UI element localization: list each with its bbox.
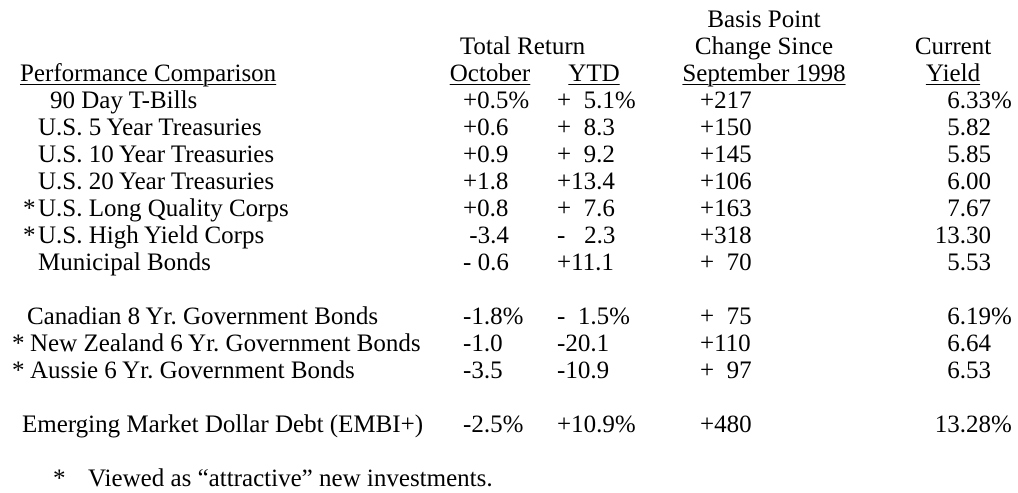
table-row: U.S. 5 Year Treasuries +0.6 + 8.3 +150 5… [0,114,1018,141]
row-label: U.S. 5 Year Treasuries [38,114,262,141]
october-return-value: +0.9 [463,141,509,168]
header-line-3: Performance Comparison October YTD Septe… [0,60,1018,87]
spacer-row [0,276,1018,303]
basis-point-change-value: +163 [700,195,752,222]
row-label: U.S. Long Quality Corps [38,195,289,222]
ytd-column-header: YTD [568,60,620,87]
october-return-value: -1.0 [463,330,503,357]
change-since-header: Change Since [694,33,834,60]
ytd-return-value: -10.9 [557,357,610,384]
row-label: U.S. 10 Year Treasuries [38,141,275,168]
basis-point-change-value: +145 [700,141,752,168]
ytd-return-value: +11.1 [557,249,614,276]
table-row: U.S. 20 Year Treasuries +1.8 +13.4 +106 … [0,168,1018,195]
attractive-star-marker: * [12,330,25,357]
october-return-value: -1.8% [463,303,524,330]
october-return-value: +0.8 [463,195,509,222]
attractive-star-marker: * [23,195,36,222]
october-return-value: +0.5% [463,87,530,114]
table-row: Canadian 8 Yr. Government Bonds -1.8% - … [0,303,1018,330]
ytd-return-value: - 2.3 [557,222,616,249]
current-yield-value: 7.67 [947,195,991,222]
table-row: * U.S. Long Quality Corps +0.8 + 7.6 +16… [0,195,1018,222]
table-row: Municipal Bonds - 0.6 +11.1 + 70 5.53 [0,249,1018,276]
ytd-return-value: -20.1 [557,330,610,357]
total-return-header: Total Return [459,33,586,60]
basis-point-change-value: +106 [700,168,752,195]
current-header: Current [914,33,992,60]
row-label: New Zealand 6 Yr. Government Bonds [30,330,421,357]
october-return-value: +1.8 [463,168,509,195]
footnote: * Viewed as “attractive” new investments… [0,465,1018,492]
basis-point-change-value: + 75 [700,303,752,330]
september-1998-column-header: September 1998 [682,60,846,87]
header-line-2: Total Return Change Since Current [0,33,1018,60]
ytd-return-value: + 7.6 [557,195,615,222]
current-yield-value: 13.30 [934,222,991,249]
ytd-return-value: + 9.2 [557,141,615,168]
current-yield-percent-sign: % [991,411,1012,438]
october-return-value: -3.5 [463,357,503,384]
current-yield-value: 5.82 [947,114,991,141]
table-row: * Aussie 6 Yr. Government Bonds -3.5 -10… [0,357,1018,384]
ytd-return-value: + 8.3 [557,114,615,141]
ytd-return-value: +10.9% [557,411,636,438]
basis-point-change-value: +217 [700,87,752,114]
current-yield-value: 6.00 [947,168,991,195]
basis-point-change-value: +480 [700,411,752,438]
performance-comparison-header: Performance Comparison [20,60,277,87]
attractive-star-marker: * [23,222,36,249]
october-column-header: October [449,60,531,87]
current-yield-value: 6.64 [947,330,991,357]
october-return-value: -2.5% [463,411,524,438]
october-return-value: +0.6 [463,114,509,141]
current-yield-value: 5.53 [947,249,991,276]
row-label: Aussie 6 Yr. Government Bonds [30,357,355,384]
table-row: * New Zealand 6 Yr. Government Bonds -1.… [0,330,1018,357]
table-row: U.S. 10 Year Treasuries +0.9 + 9.2 +145 … [0,141,1018,168]
basis-point-change-value: +110 [700,330,751,357]
spacer-row [0,438,1018,465]
basis-point-change-value: + 97 [700,357,752,384]
footnote-star-marker: * [53,465,66,492]
table-row: Emerging Market Dollar Debt (EMBI+) -2.5… [0,411,1018,438]
row-label: Canadian 8 Yr. Government Bonds [27,303,379,330]
current-yield-percent-sign: % [991,303,1012,330]
ytd-return-value: + 5.1% [557,87,636,114]
basis-point-change-value: +318 [700,222,752,249]
ytd-return-value: - 1.5% [557,303,630,330]
october-return-value: - 0.6 [463,249,509,276]
current-yield-value: 13.28 [934,411,991,438]
row-label: 90 Day T-Bills [50,87,198,114]
row-label: Municipal Bonds [38,249,211,276]
row-label: U.S. High Yield Corps [38,222,265,249]
footnote-text: Viewed as “attractive” new investments. [88,465,493,492]
spacer-row [0,384,1018,411]
october-return-value: -3.4 [463,222,509,249]
row-label: Emerging Market Dollar Debt (EMBI+) [22,411,424,438]
row-label: U.S. 20 Year Treasuries [38,168,275,195]
table-row: 90 Day T-Bills +0.5% + 5.1% +217 6.33 % [0,87,1018,114]
current-yield-value: 6.33 [947,87,991,114]
yield-column-header: Yield [925,60,981,87]
basis-point-change-value: +150 [700,114,752,141]
table-row: * U.S. High Yield Corps -3.4 - 2.3 +318 … [0,222,1018,249]
current-yield-value: 6.53 [947,357,991,384]
ytd-return-value: +13.4 [557,168,615,195]
current-yield-value: 6.19 [947,303,991,330]
basis-point-change-value: + 70 [700,249,752,276]
header-line-1: Basis Point [0,6,1018,33]
attractive-star-marker: * [12,357,25,384]
current-yield-value: 5.85 [947,141,991,168]
basis-point-header-line1: Basis Point [707,6,821,33]
current-yield-percent-sign: % [991,87,1012,114]
